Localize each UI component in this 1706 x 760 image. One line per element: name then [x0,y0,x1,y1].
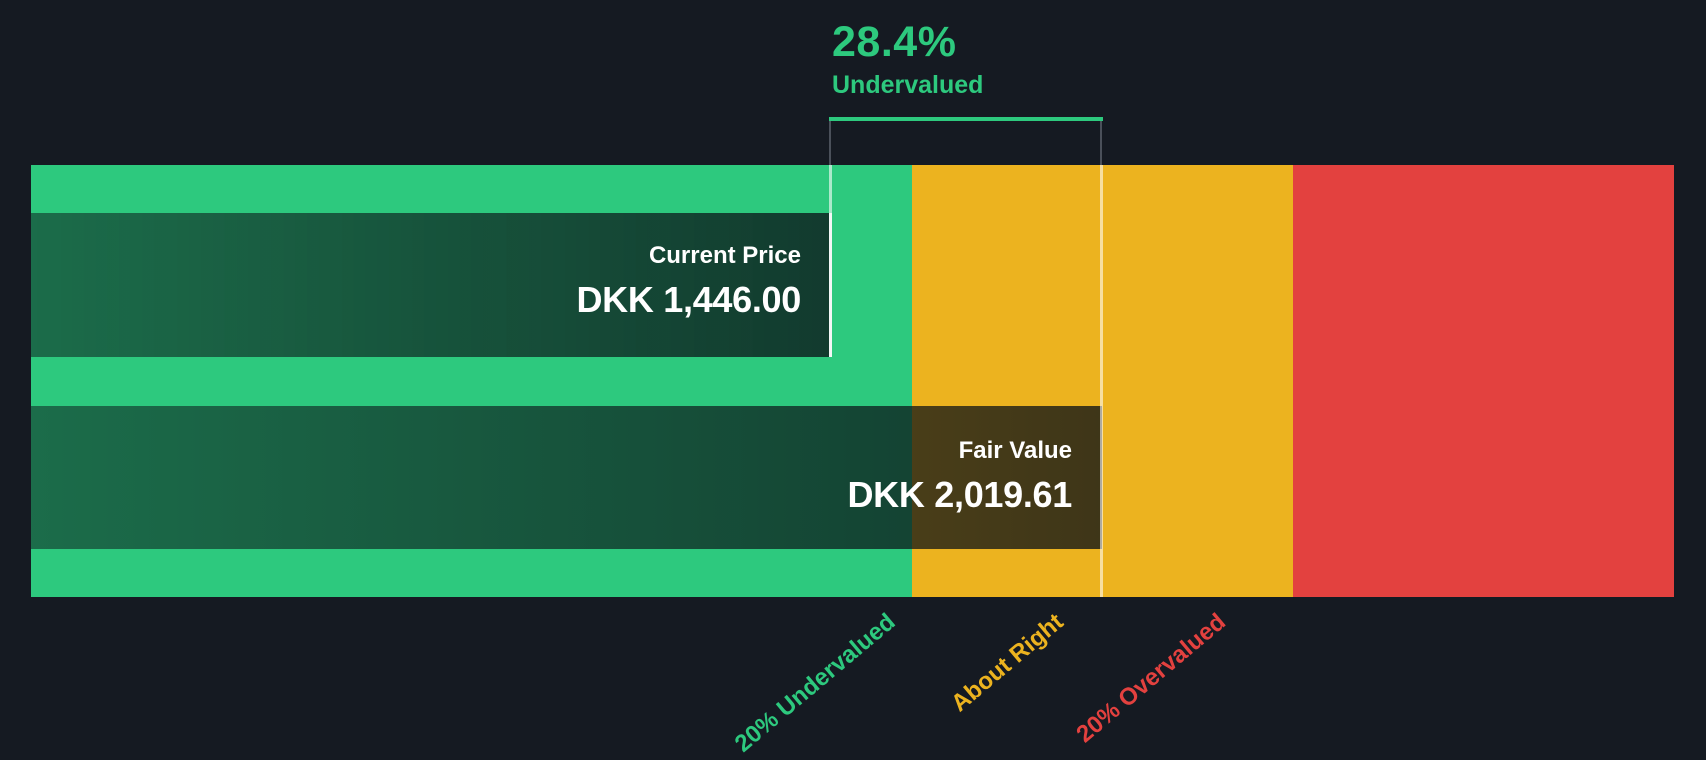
discount-status: Undervalued [832,71,984,99]
axis-label-about-right: About Right [945,608,1069,718]
current-price-label: Current Price [648,242,801,269]
valuation-gauge: Current Price DKK 1,446.00 Fair Value DK… [31,165,1674,597]
current-price-line [829,165,832,213]
fair-value-label: Fair Value [958,437,1072,464]
axis-label-20pct-undervalued: 20% Undervalued [729,608,901,758]
current-price-bar: Current Price DKK 1,446.00 [31,213,832,357]
zone-overvalued [1293,165,1674,597]
fair-value-value: DKK 2,019.61 [847,474,1072,516]
measure-bracket-left-line [829,121,831,165]
discount-percent: 28.4% [832,18,957,66]
fair-value-bar: Fair Value DKK 2,019.61 [31,406,1102,549]
current-price-value: DKK 1,446.00 [576,279,801,321]
axis-label-20pct-overvalued: 20% Overvalued [1070,608,1231,749]
measure-bracket-right-line [1100,121,1102,165]
measure-bracket-top-line [829,117,1103,121]
discount-annotation: 28.4% Undervalued [832,21,983,98]
fair-value-line [1100,165,1103,597]
